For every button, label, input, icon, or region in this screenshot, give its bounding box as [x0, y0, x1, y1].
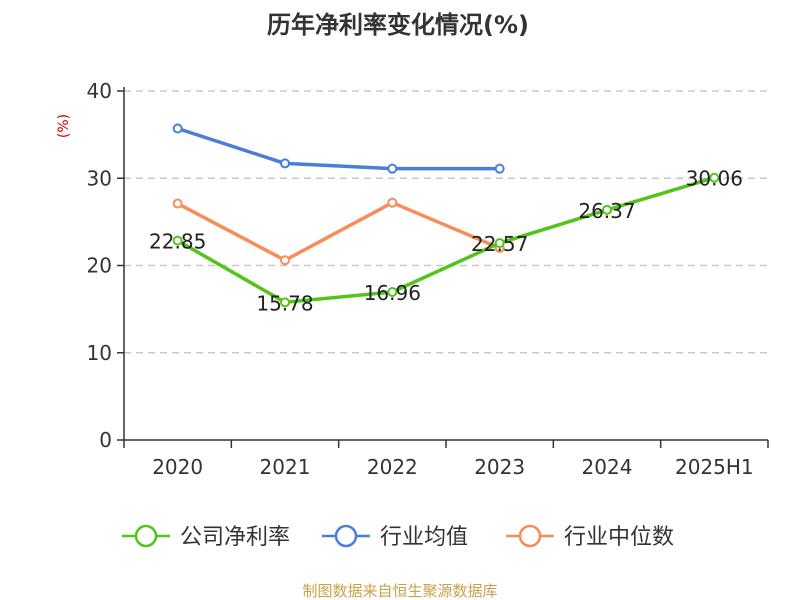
data-point — [387, 197, 398, 208]
data-label: 15.78 — [256, 291, 313, 315]
y-tick-label: 20 — [87, 254, 112, 278]
data-point — [494, 163, 505, 174]
data-label: 26.37 — [578, 199, 635, 223]
y-tick-label: 0 — [99, 428, 112, 452]
data-point — [387, 287, 398, 298]
x-tick-label: 2020 — [152, 455, 203, 479]
legend-marker — [518, 524, 542, 548]
data-labels: 22.85 15.78 16.96 22.57 26.37 30.06 — [149, 167, 743, 316]
axes: 0 10 20 30 40 2020 2021 2022 2023 2024 2025H1 — [87, 79, 769, 479]
series-line — [176, 176, 715, 305]
x-tick-label: 2024 — [582, 455, 633, 479]
x-tick-label: 2022 — [367, 455, 418, 479]
chart-title: 历年净利率变化情况(%) — [267, 11, 529, 39]
legend-label: 行业中位数 — [564, 525, 674, 550]
data-point — [280, 158, 290, 169]
grid-lines — [124, 90, 768, 354]
data-label: 22.57 — [471, 232, 528, 256]
source-note: 制图数据来自恒生聚源数据库 — [302, 582, 497, 600]
data-point — [280, 297, 290, 308]
legend-label: 行业均值 — [380, 525, 468, 550]
legend-item[interactable]: 行业均值 — [322, 524, 468, 550]
legend-item[interactable]: 行业中位数 — [506, 524, 674, 550]
y-tick-label: 40 — [87, 79, 112, 103]
legend-item[interactable]: 公司净利率 — [122, 524, 290, 550]
legend-label: 公司净利率 — [180, 525, 290, 550]
data-point — [602, 204, 612, 215]
data-point — [280, 255, 290, 266]
data-point — [172, 235, 183, 246]
data-point — [494, 238, 505, 249]
x-tick-label: 2023 — [474, 455, 525, 479]
legend-marker — [134, 524, 158, 548]
x-tick-label: 2025H1 — [675, 455, 754, 479]
data-point — [387, 163, 398, 174]
data-label: 30.06 — [686, 167, 743, 191]
series-lines — [172, 123, 720, 308]
series-line — [177, 126, 500, 171]
y-axis-unit-label: (%) — [56, 114, 72, 138]
data-point — [172, 198, 183, 209]
x-tick-label: 2021 — [260, 455, 311, 479]
data-point — [709, 172, 720, 183]
data-label: 22.85 — [149, 230, 206, 254]
series-line — [176, 200, 501, 263]
y-tick-label: 30 — [87, 166, 112, 190]
legend-marker — [334, 524, 358, 548]
data-point — [172, 123, 183, 134]
data-label: 16.96 — [364, 281, 421, 305]
legend[interactable]: 公司净利率 行业均值 行业中位数 — [122, 524, 674, 550]
y-tick-label: 10 — [87, 341, 112, 365]
